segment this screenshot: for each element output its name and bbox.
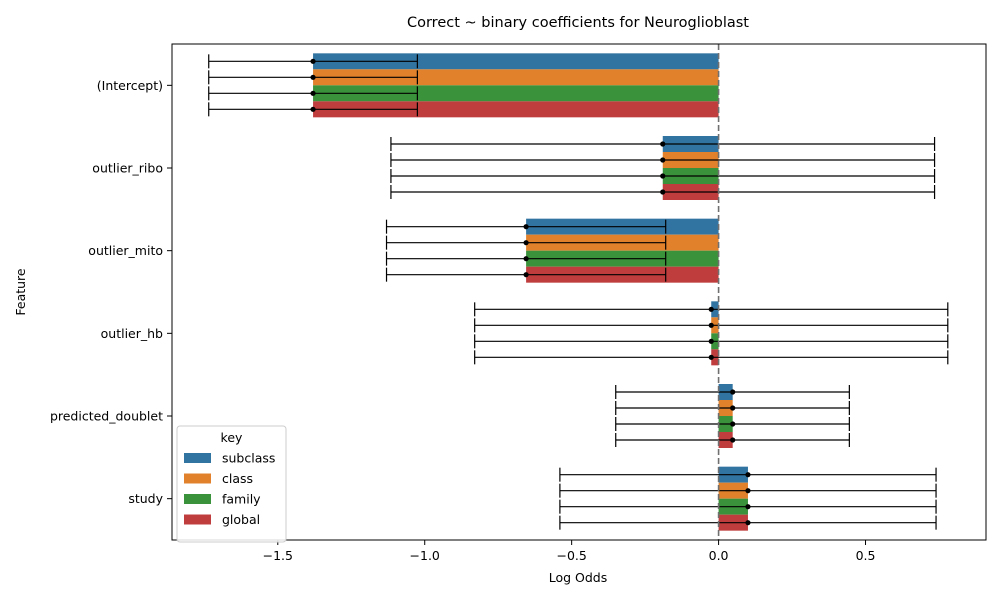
bar-subclass-0 [313, 53, 719, 70]
point-estimate-class-4 [730, 405, 736, 411]
legend-swatch-family [184, 494, 211, 504]
point-estimate-family-3 [708, 338, 714, 344]
legend-label-family: family [222, 492, 261, 507]
point-estimate-family-2 [523, 256, 529, 262]
point-estimate-class-5 [745, 488, 751, 494]
x-tick-label: 0.0 [709, 548, 729, 563]
legend-label-global: global [222, 512, 260, 527]
legend-label-class: class [222, 471, 253, 486]
x-tick-label: 0.5 [856, 548, 876, 563]
legend: key subclass class family global [176, 425, 287, 543]
point-estimate-global-0 [310, 106, 316, 112]
x-axis-label: Log Odds [549, 570, 608, 585]
bar-global-0 [313, 101, 719, 118]
point-estimate-global-5 [745, 520, 751, 526]
y-tick-label: (Intercept) [97, 78, 163, 93]
axes-frame [171, 43, 987, 541]
point-estimate-subclass-2 [523, 224, 529, 230]
x-tick-label: −1.5 [263, 548, 293, 563]
point-estimate-global-1 [660, 189, 666, 195]
point-estimate-family-1 [660, 173, 666, 179]
plot-area: (Intercept) outlier_ribo outlier_mitooutli… [50, 44, 949, 563]
point-estimate-subclass-5 [745, 472, 751, 478]
point-estimate-class-3 [708, 322, 714, 328]
point-estimate-class-2 [523, 240, 529, 246]
point-estimate-subclass-1 [660, 141, 666, 147]
legend-swatch-class [184, 473, 211, 484]
y-tick-label: outlier_ribo [92, 161, 163, 176]
legend-title: key [221, 430, 243, 445]
legend-label-subclass: subclass [222, 451, 275, 466]
point-estimate-family-0 [310, 90, 316, 96]
x-tick-label: −0.5 [556, 548, 586, 563]
point-estimate-subclass-0 [310, 58, 316, 64]
legend-swatch-subclass [184, 453, 211, 463]
point-estimate-subclass-3 [708, 306, 714, 312]
y-tick-label: study [128, 491, 163, 506]
point-estimate-global-3 [708, 354, 714, 360]
point-estimate-global-4 [730, 437, 736, 443]
legend-swatch-global [184, 514, 211, 525]
y-axis-label: Feature [13, 268, 28, 316]
x-tick-label: −1.0 [410, 548, 440, 563]
y-tick-label: outlier_mito [88, 243, 163, 258]
point-estimate-family-4 [730, 421, 736, 427]
y-tick-label: predicted_doublet [50, 409, 163, 424]
point-estimate-family-5 [745, 504, 751, 510]
y-tick-label: outlier_hb [101, 326, 163, 341]
bar-class-0 [313, 69, 719, 86]
point-estimate-global-2 [523, 272, 529, 278]
point-estimate-subclass-4 [730, 389, 736, 395]
chart-title: Correct ~ binary coefficients for Neurog… [407, 15, 749, 31]
point-estimate-class-0 [310, 74, 316, 80]
point-estimate-class-1 [660, 157, 666, 163]
bar-family-0 [313, 85, 719, 102]
